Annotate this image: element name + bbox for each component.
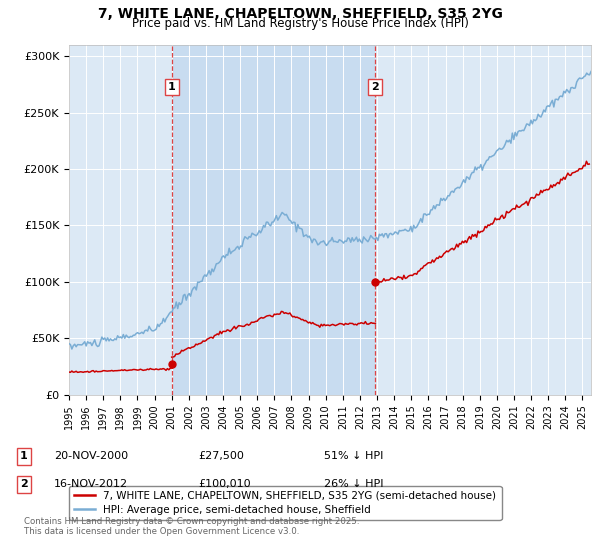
Text: 26% ↓ HPI: 26% ↓ HPI <box>324 479 383 489</box>
Text: £27,500: £27,500 <box>198 451 244 461</box>
Text: 7, WHITE LANE, CHAPELTOWN, SHEFFIELD, S35 2YG: 7, WHITE LANE, CHAPELTOWN, SHEFFIELD, S3… <box>98 7 502 21</box>
Text: This data is licensed under the Open Government Licence v3.0.: This data is licensed under the Open Gov… <box>24 528 299 536</box>
Text: 2: 2 <box>371 82 379 92</box>
Text: 16-NOV-2012: 16-NOV-2012 <box>54 479 128 489</box>
Text: 1: 1 <box>20 451 28 461</box>
Text: Contains HM Land Registry data © Crown copyright and database right 2025.: Contains HM Land Registry data © Crown c… <box>24 517 359 526</box>
Text: £100,010: £100,010 <box>198 479 251 489</box>
Text: Price paid vs. HM Land Registry's House Price Index (HPI): Price paid vs. HM Land Registry's House … <box>131 17 469 30</box>
Legend: 7, WHITE LANE, CHAPELTOWN, SHEFFIELD, S35 2YG (semi-detached house), HPI: Averag: 7, WHITE LANE, CHAPELTOWN, SHEFFIELD, S3… <box>69 486 502 520</box>
Text: 1: 1 <box>168 82 176 92</box>
Bar <box>172 45 376 395</box>
Text: 51% ↓ HPI: 51% ↓ HPI <box>324 451 383 461</box>
Text: 20-NOV-2000: 20-NOV-2000 <box>54 451 128 461</box>
Text: 2: 2 <box>20 479 28 489</box>
